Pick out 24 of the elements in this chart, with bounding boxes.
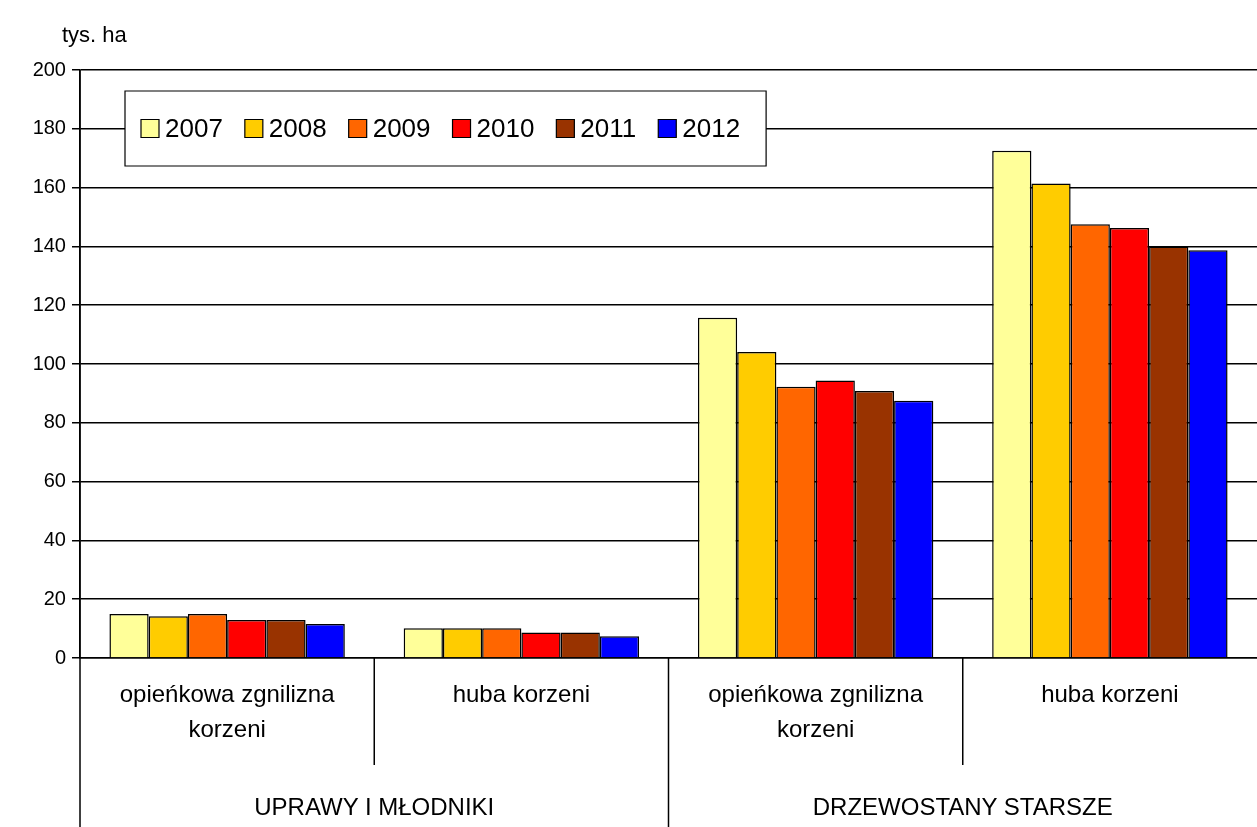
text: DRZEWOSTANY STARSZE <box>812 792 1113 820</box>
legend-label: 2011 <box>580 112 637 143</box>
y-tick-label: 0 <box>54 645 66 668</box>
legend-label: 2007 <box>165 112 223 143</box>
legend-label: 2008 <box>268 112 327 143</box>
y-axis-title: tys. ha <box>62 22 128 48</box>
y-tick-label: 20 <box>43 586 66 609</box>
x-tick-label: opieńkowa zgnilizna korzeni <box>119 680 336 742</box>
y-tick-label: 200 <box>32 57 66 80</box>
x-tick-label: opieńkowa zgnilizna korzeni <box>708 680 924 742</box>
y-tick-label: 140 <box>32 233 66 256</box>
y-tick-label: 160 <box>32 175 66 198</box>
legend-label: 2012 <box>682 112 741 143</box>
y-tick-label: 180 <box>32 116 66 139</box>
y-tick-label: 100 <box>32 351 66 374</box>
y-tick-label: 60 <box>43 469 66 492</box>
legend-label: 2010 <box>476 112 535 143</box>
text: UPRAWY I MŁODNIKI <box>254 792 495 820</box>
x-tick-label: huba korzeni <box>452 680 591 708</box>
y-tick-label: 120 <box>32 292 66 315</box>
y-tick-label: 40 <box>43 527 66 550</box>
legend-label: 2009 <box>372 112 431 143</box>
y-tick-label: 80 <box>43 410 66 433</box>
x-tick-label: huba korzeni <box>1041 680 1179 708</box>
